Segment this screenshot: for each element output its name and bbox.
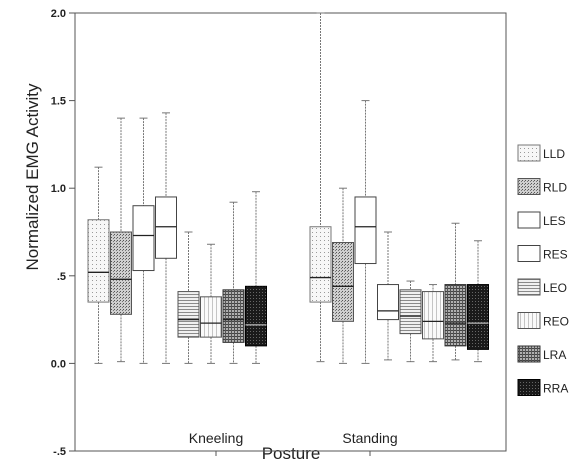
legend-item-leo: LEO	[517, 278, 567, 296]
legend-label: RES	[543, 248, 568, 262]
legend-label: RLD	[543, 181, 567, 195]
legend-swatch	[517, 144, 541, 162]
y-tick-label: 1.5	[51, 96, 66, 108]
legend-swatch	[517, 245, 541, 262]
legend-item-lra: LRA	[517, 345, 566, 363]
box-body	[354, 196, 377, 265]
box-leo-kneeling	[177, 231, 200, 364]
box-lra-kneeling	[222, 201, 245, 364]
box-body	[245, 285, 267, 347]
legend-label: LLD	[543, 147, 565, 161]
legend-label: REO	[543, 315, 569, 329]
y-axis: 2.0 1.5 1.0 .5 0.0 -.5	[51, 8, 75, 458]
legend-swatch	[517, 178, 541, 195]
y-tick-label: .5	[57, 271, 66, 283]
box-rld-standing	[332, 187, 354, 364]
legend-label: RRA	[543, 382, 568, 396]
y-tick-label: 1.0	[51, 183, 66, 195]
legend: LLD RLD LES RES LEO REO LRA RRA	[517, 144, 569, 396]
legend-item-rld: RLD	[517, 178, 567, 195]
legend-label: LRA	[543, 348, 566, 362]
box-lld-standing	[309, 12, 332, 363]
y-axis-label: Normalized EMG Activity	[23, 83, 42, 271]
box-body	[87, 219, 110, 303]
box-lld-kneeling	[87, 166, 110, 364]
legend-swatch	[517, 312, 541, 329]
box-body	[222, 289, 245, 343]
box-les-kneeling	[132, 117, 155, 364]
box-body	[155, 196, 177, 259]
box-body	[110, 231, 132, 315]
legend-item-les: LES	[517, 211, 566, 229]
box-leo-standing	[399, 280, 422, 363]
box-lra-standing	[444, 222, 467, 361]
box-reo-standing	[422, 284, 444, 363]
box-body	[332, 242, 354, 322]
box-rld-kneeling	[110, 117, 132, 363]
x-axis: Kneeling Standing	[189, 430, 398, 456]
box-body	[200, 296, 222, 338]
box-reo-kneeling	[200, 243, 222, 364]
box-res-standing	[377, 231, 399, 361]
legend-item-res: RES	[517, 245, 568, 262]
y-tick-label: 0.0	[51, 358, 66, 370]
box-body	[377, 284, 399, 321]
y-axis-title: Normalized EMG Activity	[23, 83, 42, 271]
box-body	[177, 291, 200, 338]
plot-frame	[74, 12, 507, 452]
x-tick-label: Standing	[342, 430, 397, 446]
box-rra-standing	[467, 240, 489, 363]
legend-swatch	[517, 278, 541, 296]
box-body	[309, 226, 332, 303]
box-body	[444, 284, 467, 347]
legend-item-rra: RRA	[517, 379, 568, 396]
legend-swatch	[517, 379, 541, 396]
y-tick-label: -.5	[53, 446, 66, 458]
legend-item-lld: LLD	[517, 144, 565, 162]
x-tick-label: Kneeling	[189, 430, 244, 446]
legend-swatch	[517, 345, 541, 363]
box-rra-kneeling	[245, 191, 267, 364]
x-axis-label: Posture	[262, 444, 321, 463]
box-body	[422, 291, 444, 340]
legend-swatch	[517, 211, 541, 229]
box-les-standing	[354, 100, 377, 364]
box-res-kneeling	[155, 112, 177, 364]
box-body	[132, 205, 155, 272]
legend-label: LES	[543, 214, 566, 228]
legend-item-reo: REO	[517, 312, 569, 329]
y-tick-label: 2.0	[51, 8, 66, 20]
box-body	[467, 284, 489, 350]
boxes-layer	[87, 12, 489, 364]
legend-label: LEO	[543, 281, 567, 295]
box-body	[399, 289, 422, 335]
